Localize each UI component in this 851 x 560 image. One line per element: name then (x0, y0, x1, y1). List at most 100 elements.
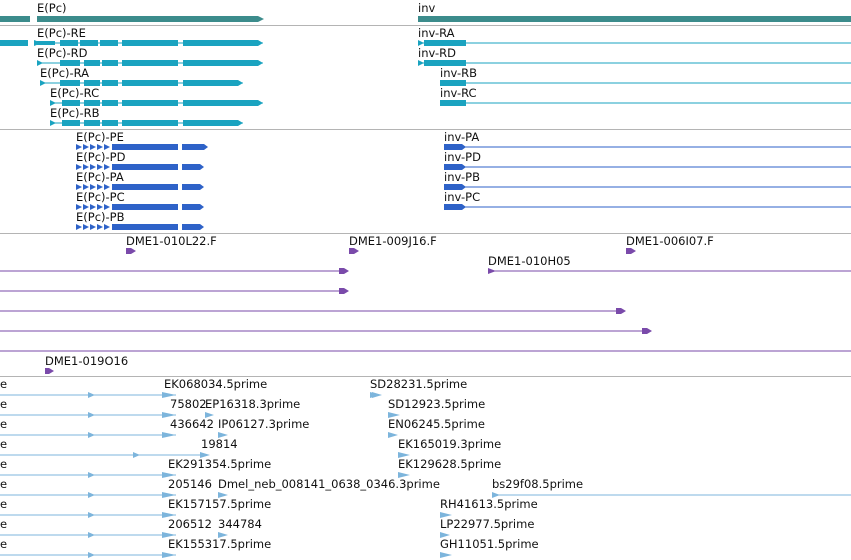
est-label-clipped: e (0, 397, 7, 411)
est-label: GH11051.5prime (440, 537, 539, 551)
protein-track: E(Pc)-PE E(Pc)-PD E(Pc)-PA E(Pc)-PC E(Pc… (76, 130, 851, 230)
transcript-epc-rb[interactable] (50, 120, 243, 126)
est-label-clipped: e (0, 537, 7, 551)
transcript-track: E(Pc)-RE E(Pc)-RD E(Pc)-RA E(Pc)-RC E(Pc… (0, 26, 851, 126)
protein-label: inv-PC (444, 190, 480, 204)
clone-label: DME1-010L22.F (126, 234, 217, 248)
protein-label: E(Pc)-PB (76, 210, 125, 224)
clone-label: DME1-006I07.F (626, 234, 714, 248)
est-label: SD28231.5prime (370, 377, 467, 391)
transcript-label: E(Pc)-RB (50, 106, 100, 120)
clone-label: DME1-009J16.F (349, 234, 437, 248)
clone-span[interactable] (0, 328, 652, 334)
est-row[interactable] (0, 552, 452, 558)
clone-label: DME1-010H05 (488, 254, 571, 268)
clone-label: DME1-019O16 (45, 354, 128, 368)
est-label: EK165019.3prime (398, 437, 501, 451)
est-label: EK291354.5prime (168, 457, 271, 471)
est-label: 75802 (170, 397, 207, 411)
est-row[interactable] (0, 512, 452, 518)
est-label: SD12923.5prime (388, 397, 485, 411)
transcript-epc-rc[interactable] (50, 100, 263, 106)
est-label: 205146 (168, 477, 212, 491)
est-label: IP06127.3prime (218, 417, 309, 431)
est-label: Dmel_neb_008141_0638_0346.3prime (218, 477, 440, 491)
est-label: bs29f08.5prime (492, 477, 583, 491)
est-label: EK068034.5prime (164, 377, 267, 391)
protein-label: inv-PA (444, 130, 479, 144)
clone-span[interactable] (0, 268, 349, 274)
est-label: EK157157.5prime (168, 497, 271, 511)
transcript-label: E(Pc)-RE (37, 26, 86, 40)
transcript-epc-rd[interactable] (37, 60, 263, 66)
est-row[interactable] (0, 392, 382, 398)
clone-dme1-010h05[interactable] (488, 268, 851, 274)
transcript-label: inv-RB (440, 66, 477, 80)
transcript-label: E(Pc)-RA (40, 66, 89, 80)
est-label: EP16318.3prime (205, 397, 300, 411)
est-label: 19814 (201, 437, 238, 451)
transcript-epc-ra[interactable] (40, 80, 243, 86)
protein-epc-pe[interactable] (76, 144, 208, 150)
est-track: e e e e e e e e e EK068034.5prime SD2823… (0, 377, 851, 558)
gene-bar-epc[interactable] (37, 16, 264, 22)
protein-label: E(Pc)-PD (76, 150, 126, 164)
transcript-epc-re[interactable] (37, 40, 263, 46)
est-label-clipped: e (0, 437, 7, 451)
gene-label-epc: E(Pc) (37, 1, 67, 15)
est-label: 344784 (218, 517, 262, 531)
gene-label-inv: inv (418, 1, 435, 15)
gene-bar-left-edge[interactable] (0, 16, 30, 22)
est-label-clipped: e (0, 457, 7, 471)
transcript-label: inv-RD (418, 46, 456, 60)
transcript-label: inv-RC (440, 86, 477, 100)
est-label-clipped: e (0, 477, 7, 491)
transcript-inv-ra[interactable] (418, 40, 851, 46)
est-label: EK155317.5prime (168, 537, 271, 551)
protein-epc-pa[interactable] (76, 184, 204, 190)
est-label: 436642 (170, 417, 214, 431)
clone-marker[interactable] (45, 368, 54, 374)
transcript-inv-rc[interactable] (440, 100, 851, 106)
est-row[interactable] (0, 492, 851, 498)
est-label: LP22977.5prime (440, 517, 534, 531)
protein-epc-pb[interactable] (76, 224, 204, 230)
est-label-clipped: e (0, 497, 7, 511)
protein-inv-pa[interactable] (444, 144, 851, 150)
clone-span[interactable] (0, 308, 626, 314)
est-row[interactable] (0, 412, 400, 418)
clone-span[interactable] (0, 288, 349, 294)
transcript-exon[interactable] (0, 40, 28, 46)
protein-label: inv-PD (444, 150, 481, 164)
protein-label: E(Pc)-PA (76, 170, 124, 184)
transcript-label: E(Pc)-RD (37, 46, 88, 60)
transcript-label: inv-RA (418, 26, 455, 40)
protein-label: E(Pc)-PC (76, 190, 125, 204)
protein-inv-pc[interactable] (444, 204, 851, 210)
est-label: RH41613.5prime (440, 497, 538, 511)
est-label-clipped: e (0, 517, 7, 531)
transcript-inv-rb[interactable] (440, 80, 851, 86)
protein-label: E(Pc)-PE (76, 130, 124, 144)
clone-marker[interactable] (349, 248, 359, 254)
gene-bar-inv[interactable] (418, 16, 851, 22)
gene-track: E(Pc) inv (0, 1, 851, 22)
est-label: EK129628.5prime (398, 457, 501, 471)
est-label-clipped: e (0, 417, 7, 431)
protein-epc-pc[interactable] (76, 204, 204, 210)
transcript-inv-rd[interactable] (418, 60, 851, 66)
clone-marker[interactable] (626, 248, 636, 254)
est-row[interactable] (0, 432, 398, 438)
est-label-clipped: e (0, 377, 7, 391)
protein-inv-pd[interactable] (444, 164, 851, 170)
protein-inv-pb[interactable] (444, 184, 851, 190)
protein-epc-pd[interactable] (76, 164, 204, 170)
est-row[interactable] (0, 532, 450, 538)
est-row[interactable] (0, 452, 410, 458)
clone-marker[interactable] (126, 248, 136, 254)
est-label: 206512 (168, 517, 212, 531)
transcript-label: E(Pc)-RC (50, 86, 99, 100)
est-row[interactable] (0, 472, 410, 478)
clone-track: DME1-010L22.F DME1-009J16.F DME1-006I07.… (0, 234, 851, 374)
